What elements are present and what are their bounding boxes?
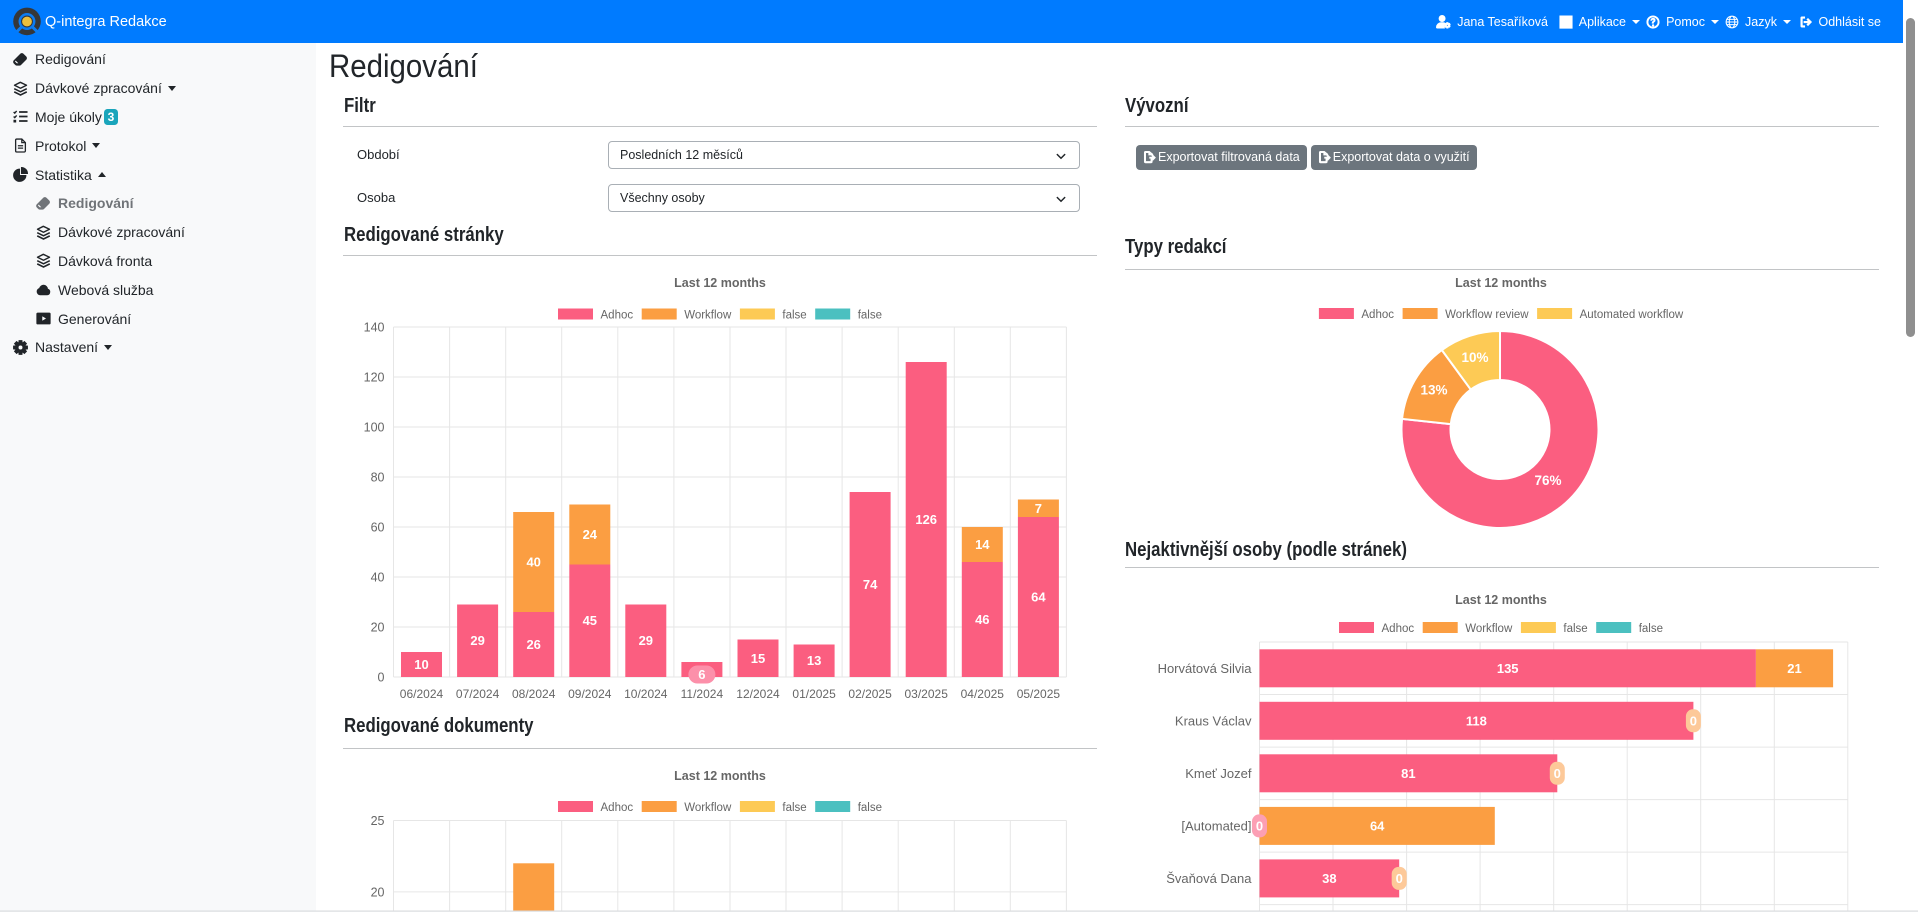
- svg-text:21: 21: [1787, 661, 1801, 676]
- svg-text:Workflow review: Workflow review: [1445, 309, 1529, 321]
- svg-text:Adhoc: Adhoc: [601, 310, 634, 322]
- svg-text:09/2024: 09/2024: [568, 687, 612, 701]
- svg-text:Automated workflow: Automated workflow: [1580, 309, 1684, 321]
- svg-text:Švaňová Dana: Švaňová Dana: [1166, 871, 1252, 886]
- svg-text:false: false: [782, 802, 806, 814]
- svg-text:Last 12 months: Last 12 months: [1455, 593, 1547, 607]
- svg-text:76%: 76%: [1534, 473, 1561, 488]
- svg-text:0: 0: [1554, 766, 1561, 781]
- svg-text:64: 64: [1031, 590, 1046, 605]
- svg-text:6: 6: [698, 667, 705, 682]
- svg-text:24: 24: [583, 527, 598, 542]
- svg-text:14: 14: [975, 537, 990, 552]
- svg-text:74: 74: [863, 577, 878, 592]
- svg-text:false: false: [1639, 623, 1663, 635]
- svg-text:80: 80: [371, 470, 385, 484]
- svg-text:40: 40: [371, 570, 385, 584]
- svg-text:15: 15: [751, 651, 765, 666]
- svg-text:04/2025: 04/2025: [961, 687, 1005, 701]
- svg-text:05/2025: 05/2025: [1017, 687, 1061, 701]
- svg-text:29: 29: [470, 633, 484, 648]
- svg-text:20: 20: [371, 885, 385, 899]
- svg-text:false: false: [858, 310, 882, 322]
- svg-text:81: 81: [1401, 766, 1415, 781]
- svg-text:false: false: [1563, 623, 1587, 635]
- svg-text:126: 126: [915, 512, 937, 527]
- svg-text:02/2025: 02/2025: [848, 687, 892, 701]
- svg-text:10: 10: [414, 657, 428, 672]
- svg-text:135: 135: [1497, 661, 1519, 676]
- svg-text:0: 0: [1256, 818, 1263, 833]
- svg-text:Horvátová Silvia: Horvátová Silvia: [1158, 661, 1253, 676]
- svg-text:03/2025: 03/2025: [905, 687, 949, 701]
- svg-text:11/2024: 11/2024: [681, 687, 724, 701]
- svg-text:0: 0: [1396, 871, 1403, 886]
- svg-text:7: 7: [1035, 501, 1042, 516]
- svg-text:13%: 13%: [1420, 383, 1447, 398]
- svg-text:120: 120: [364, 370, 385, 384]
- svg-text:Workflow: Workflow: [684, 802, 732, 814]
- svg-text:100: 100: [364, 420, 385, 434]
- svg-text:08/2024: 08/2024: [512, 687, 556, 701]
- svg-text:Workflow: Workflow: [684, 310, 732, 322]
- svg-text:Kmeť Jozef: Kmeť Jozef: [1185, 766, 1252, 781]
- svg-text:38: 38: [1322, 871, 1336, 886]
- svg-text:140: 140: [364, 320, 385, 334]
- svg-text:26: 26: [526, 637, 540, 652]
- svg-text:Adhoc: Adhoc: [601, 802, 634, 814]
- svg-text:29: 29: [639, 633, 653, 648]
- svg-text:07/2024: 07/2024: [456, 687, 500, 701]
- svg-text:10%: 10%: [1461, 350, 1488, 365]
- svg-text:Workflow: Workflow: [1465, 623, 1513, 635]
- svg-text:46: 46: [975, 612, 989, 627]
- svg-text:[Automated]: [Automated]: [1181, 818, 1251, 833]
- svg-text:Last 12 months: Last 12 months: [674, 276, 766, 290]
- svg-text:01/2025: 01/2025: [792, 687, 836, 701]
- svg-text:Adhoc: Adhoc: [1361, 309, 1394, 321]
- svg-text:false: false: [858, 802, 882, 814]
- svg-text:06/2024: 06/2024: [400, 687, 444, 701]
- svg-text:40: 40: [526, 555, 540, 570]
- svg-text:Adhoc: Adhoc: [1382, 623, 1415, 635]
- svg-text:Kraus Václav: Kraus Václav: [1175, 713, 1252, 728]
- svg-text:12/2024: 12/2024: [736, 687, 780, 701]
- svg-text:45: 45: [583, 613, 597, 628]
- svg-text:10/2024: 10/2024: [624, 687, 668, 701]
- svg-text:13: 13: [807, 653, 821, 668]
- svg-text:60: 60: [371, 520, 385, 534]
- svg-text:Last 12 months: Last 12 months: [674, 769, 766, 783]
- svg-text:25: 25: [371, 814, 385, 828]
- svg-text:64: 64: [1370, 818, 1385, 833]
- svg-text:0: 0: [378, 670, 385, 684]
- svg-text:118: 118: [1466, 713, 1487, 728]
- svg-text:false: false: [782, 310, 806, 322]
- svg-text:0: 0: [1690, 713, 1697, 728]
- svg-text:20: 20: [371, 620, 385, 634]
- svg-text:Last 12 months: Last 12 months: [1455, 276, 1547, 290]
